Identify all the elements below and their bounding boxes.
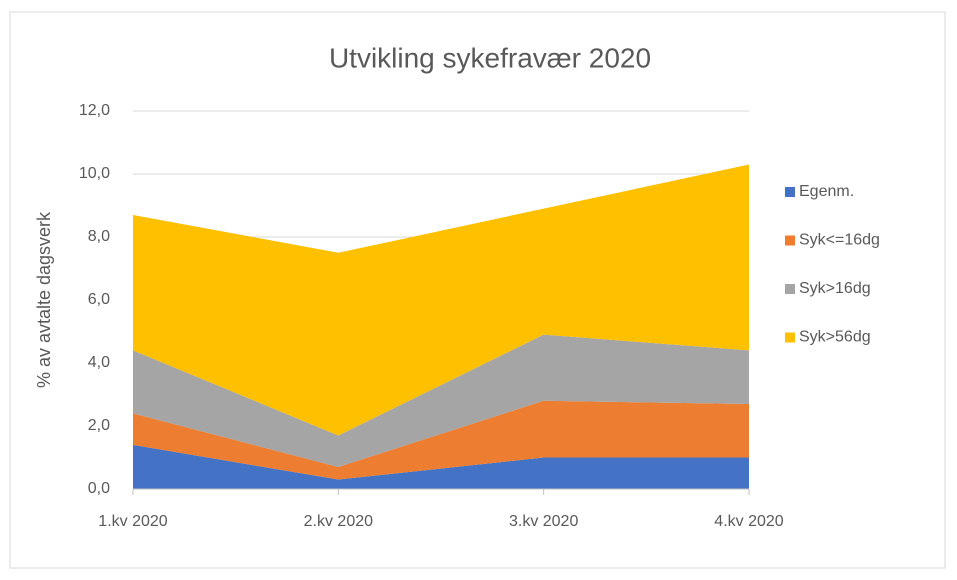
x-tick-label: 3.kv 2020 — [509, 513, 578, 530]
chart-title: Utvikling sykefravær 2020 — [329, 42, 651, 73]
legend-label: Syk>56dg — [799, 329, 871, 346]
y-tick-label: 8,0 — [88, 228, 110, 245]
y-axis-label: % av avtalte dagsverk — [34, 211, 54, 388]
legend-swatch — [785, 235, 795, 246]
y-tick-label: 4,0 — [88, 354, 110, 371]
y-tick-label: 0,0 — [88, 480, 110, 497]
legend-label: Syk<=16dg — [799, 232, 880, 249]
area — [133, 400, 749, 480]
area — [133, 444, 749, 489]
area — [133, 334, 749, 467]
legend-swatch — [785, 284, 795, 294]
y-tick-label: 6,0 — [88, 291, 110, 308]
y-tick-label: 2,0 — [88, 417, 110, 434]
x-tick-label: 4.kv 2020 — [714, 513, 783, 530]
legend-swatch — [785, 187, 795, 197]
x-tick-label: 1.kv 2020 — [98, 513, 167, 530]
legend-swatch — [785, 332, 795, 343]
legend-label: Syk>16dg — [799, 280, 871, 297]
y-tick-label: 10,0 — [79, 165, 110, 182]
y-tick-label: 12,0 — [79, 102, 110, 119]
area — [133, 164, 749, 436]
legend-label: Egenm. — [799, 183, 854, 200]
x-tick-label: 2.kv 2020 — [304, 513, 373, 530]
